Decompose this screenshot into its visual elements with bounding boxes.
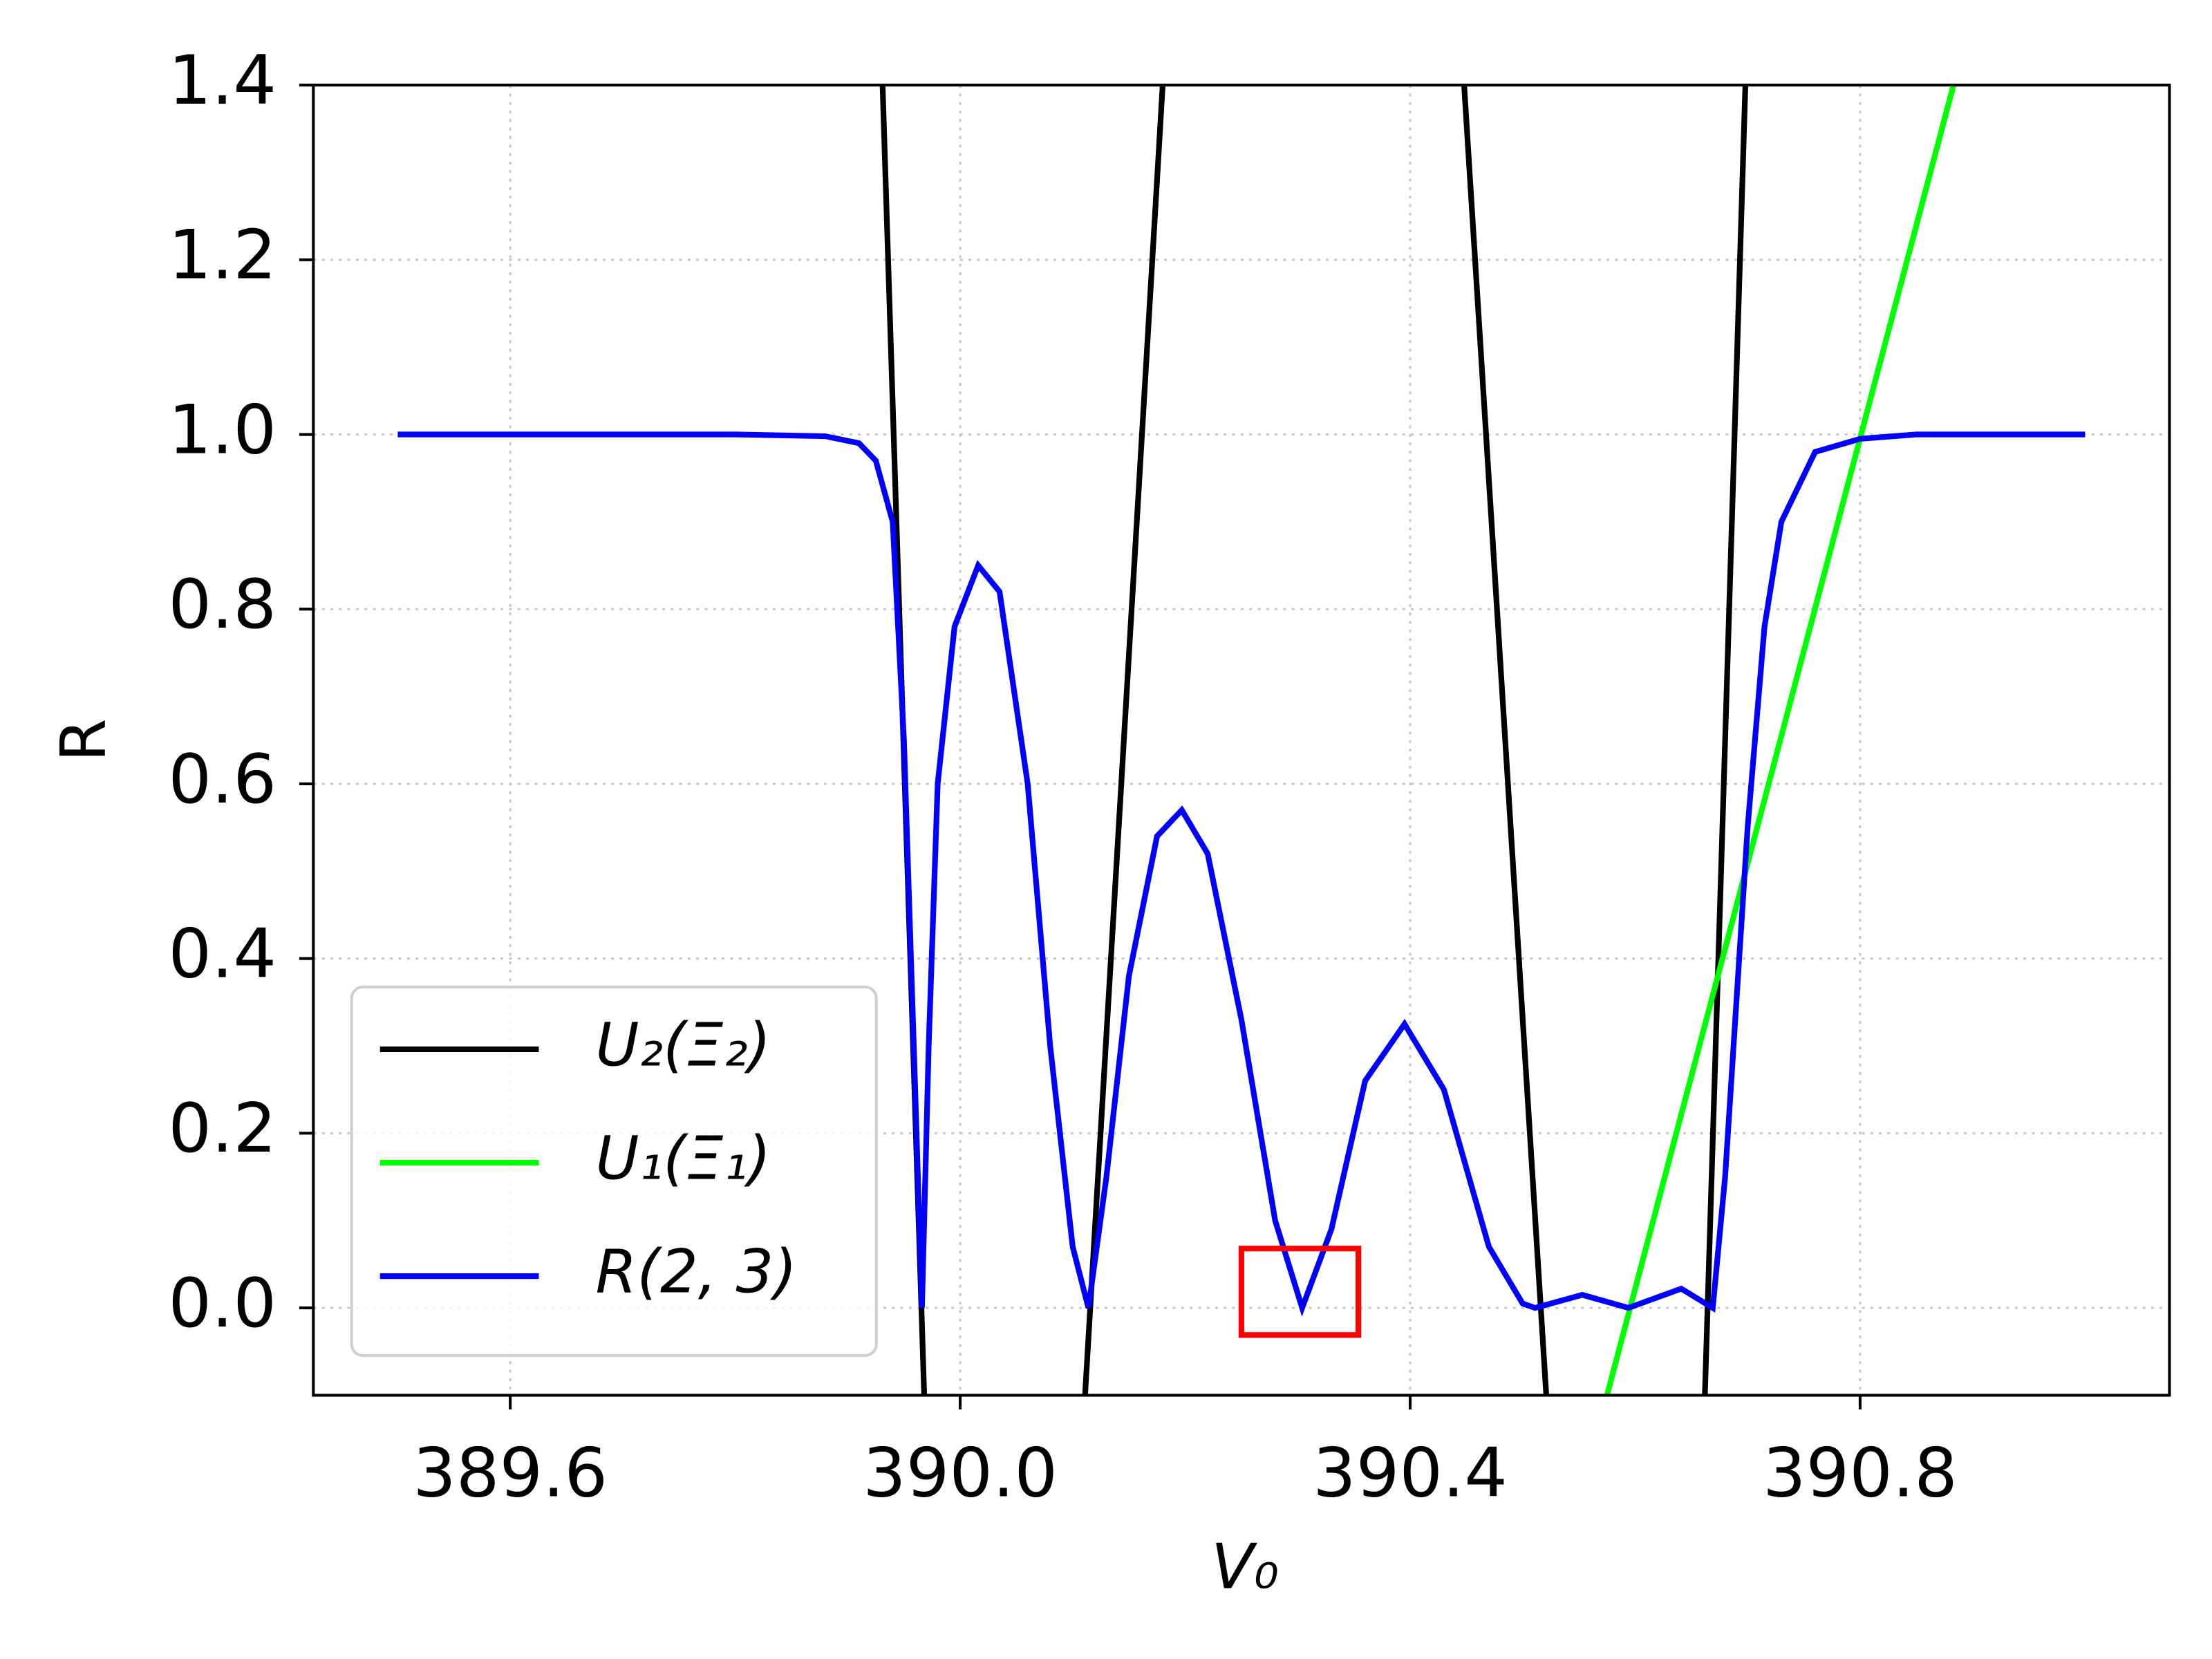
x-axis-label: V₀	[1211, 1531, 1279, 1604]
data-line	[397, 431, 2086, 1317]
y-tick-label: 0.4	[168, 915, 276, 994]
x-tick-label: 389.6	[413, 1434, 608, 1512]
y-axis-label: R	[48, 718, 120, 762]
y-tick-label: 1.0	[168, 391, 276, 469]
plot-area	[397, 85, 2086, 1396]
legend-label: U₁(Ξ₁)	[596, 1124, 771, 1193]
y-tick-label: 1.4	[168, 41, 276, 120]
y-tick-label: 0.8	[168, 565, 276, 644]
plot-frame	[312, 84, 2171, 1397]
legend-label: R(2, 3)	[596, 1238, 797, 1307]
legend-box	[350, 985, 878, 1358]
y-tick-label: 0.2	[168, 1089, 276, 1168]
y-tick-label: 0.6	[168, 740, 276, 819]
data-line	[879, 85, 1749, 1396]
y-tick-label: 0.0	[168, 1264, 276, 1343]
x-tick-label: 390.0	[863, 1434, 1058, 1512]
x-tick-label: 390.8	[1763, 1434, 1958, 1512]
x-tick-label: 390.4	[1313, 1434, 1508, 1512]
highlight-box	[1238, 1246, 1362, 1338]
legend-label: U₂(Ξ₂)	[596, 1011, 771, 1080]
y-tick-label: 1.2	[168, 216, 276, 295]
data-line	[1604, 85, 1956, 1396]
